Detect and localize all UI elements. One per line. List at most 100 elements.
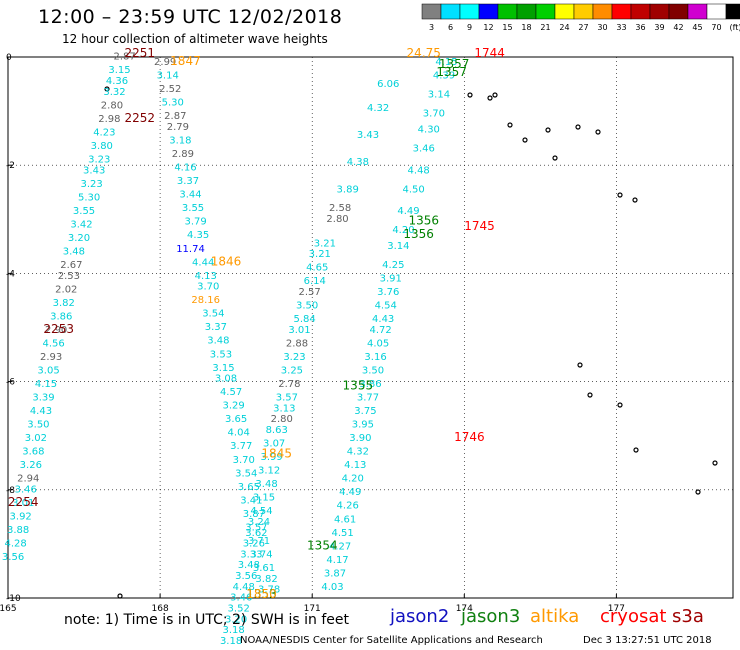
- wave-height-label: 2.79: [167, 122, 189, 133]
- wave-height-label: 3.25: [281, 365, 303, 376]
- legend-swatch: [725, 3, 740, 20]
- wave-height-label: 3.55: [73, 206, 95, 217]
- wave-height-label: 2.52: [159, 84, 181, 95]
- island-outline: [492, 92, 498, 98]
- wave-height-label: 3.26: [20, 460, 42, 471]
- wave-height-label: 3.95: [352, 420, 374, 431]
- wave-height-label: 3.46: [413, 144, 435, 155]
- wave-height-label: 4.48: [233, 582, 255, 593]
- wave-height-label: 3.54: [202, 309, 224, 320]
- wave-height-label: 2.93: [40, 352, 62, 363]
- wave-height-label: 4.15: [35, 379, 57, 390]
- wave-height-label: 3.54: [235, 468, 257, 479]
- legend-swatch: [497, 3, 518, 20]
- time-label: 1354: [307, 538, 338, 552]
- wave-height-label: 3.57: [276, 393, 298, 404]
- wave-height-label: 3.12: [258, 466, 280, 477]
- wave-height-label: 3.71: [248, 536, 270, 547]
- wave-height-label: 4.54: [375, 301, 397, 312]
- time-label: 2251: [125, 46, 156, 60]
- wave-height-label: 3.62: [245, 528, 267, 539]
- wave-height-label: 3.20: [68, 233, 90, 244]
- wave-height-label: 11.74: [176, 244, 205, 255]
- wave-height-label: 3.65: [238, 482, 260, 493]
- wave-height-label: 2.67: [60, 260, 82, 271]
- time-label: 1356: [403, 227, 434, 241]
- wave-height-label: 3.91: [380, 274, 402, 285]
- wave-height-label: 4.05: [367, 338, 389, 349]
- time-label: 1745: [464, 219, 495, 233]
- wave-height-label: 3.16: [364, 352, 386, 363]
- legend-swatch: [573, 3, 594, 20]
- wave-height-label: 3.01: [12, 498, 34, 509]
- legend-swatch: [554, 3, 575, 20]
- wave-height-label: 8.63: [266, 425, 288, 436]
- wave-height-label: 2.87: [113, 52, 135, 63]
- wave-height-label: 3.46: [15, 485, 37, 496]
- wave-height-label: 3.88: [7, 525, 29, 536]
- wave-height-label: 3.65: [225, 414, 247, 425]
- legend-swatch: [535, 3, 556, 20]
- wave-height-label: 3.14: [428, 90, 450, 101]
- wave-height-label: 6.06: [377, 79, 399, 90]
- wave-height-label: 3.23: [283, 352, 305, 363]
- island-outline: [117, 593, 123, 599]
- time-label: 1845: [261, 446, 292, 460]
- wave-height-label: 3.18: [222, 625, 244, 636]
- wave-height-label: 4.30: [418, 125, 440, 136]
- wave-height-label: 3.42: [70, 219, 92, 230]
- wave-height-label: 4.38: [347, 157, 369, 168]
- island-outline: [587, 392, 593, 398]
- wave-height-label: 3.80: [91, 141, 113, 152]
- legend-label: 39: [654, 23, 664, 32]
- wave-height-label: 3.43: [83, 165, 105, 176]
- wave-height-label: 3.56: [2, 552, 24, 563]
- wave-height-label: 4.48: [408, 165, 430, 176]
- wave-height-label: 28.16: [191, 295, 220, 306]
- y-tick-label: -8: [6, 486, 15, 496]
- legend-swatch: [687, 3, 708, 20]
- time-label: 1356: [408, 214, 439, 228]
- wave-height-label: 4.72: [370, 325, 392, 336]
- wave-height-label: 3.55: [182, 203, 204, 214]
- wave-height-label: 3.50: [362, 365, 384, 376]
- wave-height-label: 3.32: [103, 87, 125, 98]
- time-label: 1746: [454, 430, 485, 444]
- wave-height-label: 3.18: [220, 636, 242, 647]
- wave-height-label: 3.48: [63, 246, 85, 257]
- wave-height-label: 5.30: [162, 98, 184, 109]
- wave-height-label: 4.50: [402, 184, 424, 195]
- legend-swatch: [478, 3, 499, 20]
- time-label: 24.75: [407, 46, 441, 60]
- wave-height-label: 3.89: [337, 184, 359, 195]
- island-outline: [104, 86, 110, 92]
- wave-height-label: 2.99: [154, 57, 176, 68]
- wave-height-label: 3.23: [81, 179, 103, 190]
- legend-label: 9: [467, 23, 472, 32]
- legend-swatch: [516, 3, 537, 20]
- wave-height-label: 4.32: [347, 447, 369, 458]
- wave-height-label: 3.86: [359, 379, 381, 390]
- wave-height-label: 3.76: [377, 287, 399, 298]
- wave-height-label: 3.52: [228, 604, 250, 615]
- wave-height-label: 2.80: [326, 214, 348, 225]
- wave-height-label: 3.33: [240, 549, 262, 560]
- wave-height-label: 2.57: [299, 287, 321, 298]
- time-label: 2253: [43, 322, 74, 336]
- wave-height-label: 2.78: [278, 379, 300, 390]
- wave-height-label: 3.08: [215, 374, 237, 385]
- wave-height-label: 2.94: [17, 474, 39, 485]
- x-tick-label: 165: [0, 604, 17, 614]
- wave-height-label: 3.99: [261, 452, 283, 463]
- island-outline: [507, 122, 513, 128]
- wave-height-label: 3.75: [354, 406, 376, 417]
- wave-height-label: 3.87: [243, 509, 265, 520]
- island-outline: [595, 129, 601, 135]
- legend-label: (ft): [729, 23, 740, 32]
- wave-height-label: 3.70: [423, 109, 445, 120]
- wave-height-label: 3.37: [205, 322, 227, 333]
- wave-height-label: 4.26: [337, 501, 359, 512]
- legend-label: 33: [616, 23, 626, 32]
- island-outline: [577, 362, 583, 368]
- wave-height-label: 4.44: [192, 257, 214, 268]
